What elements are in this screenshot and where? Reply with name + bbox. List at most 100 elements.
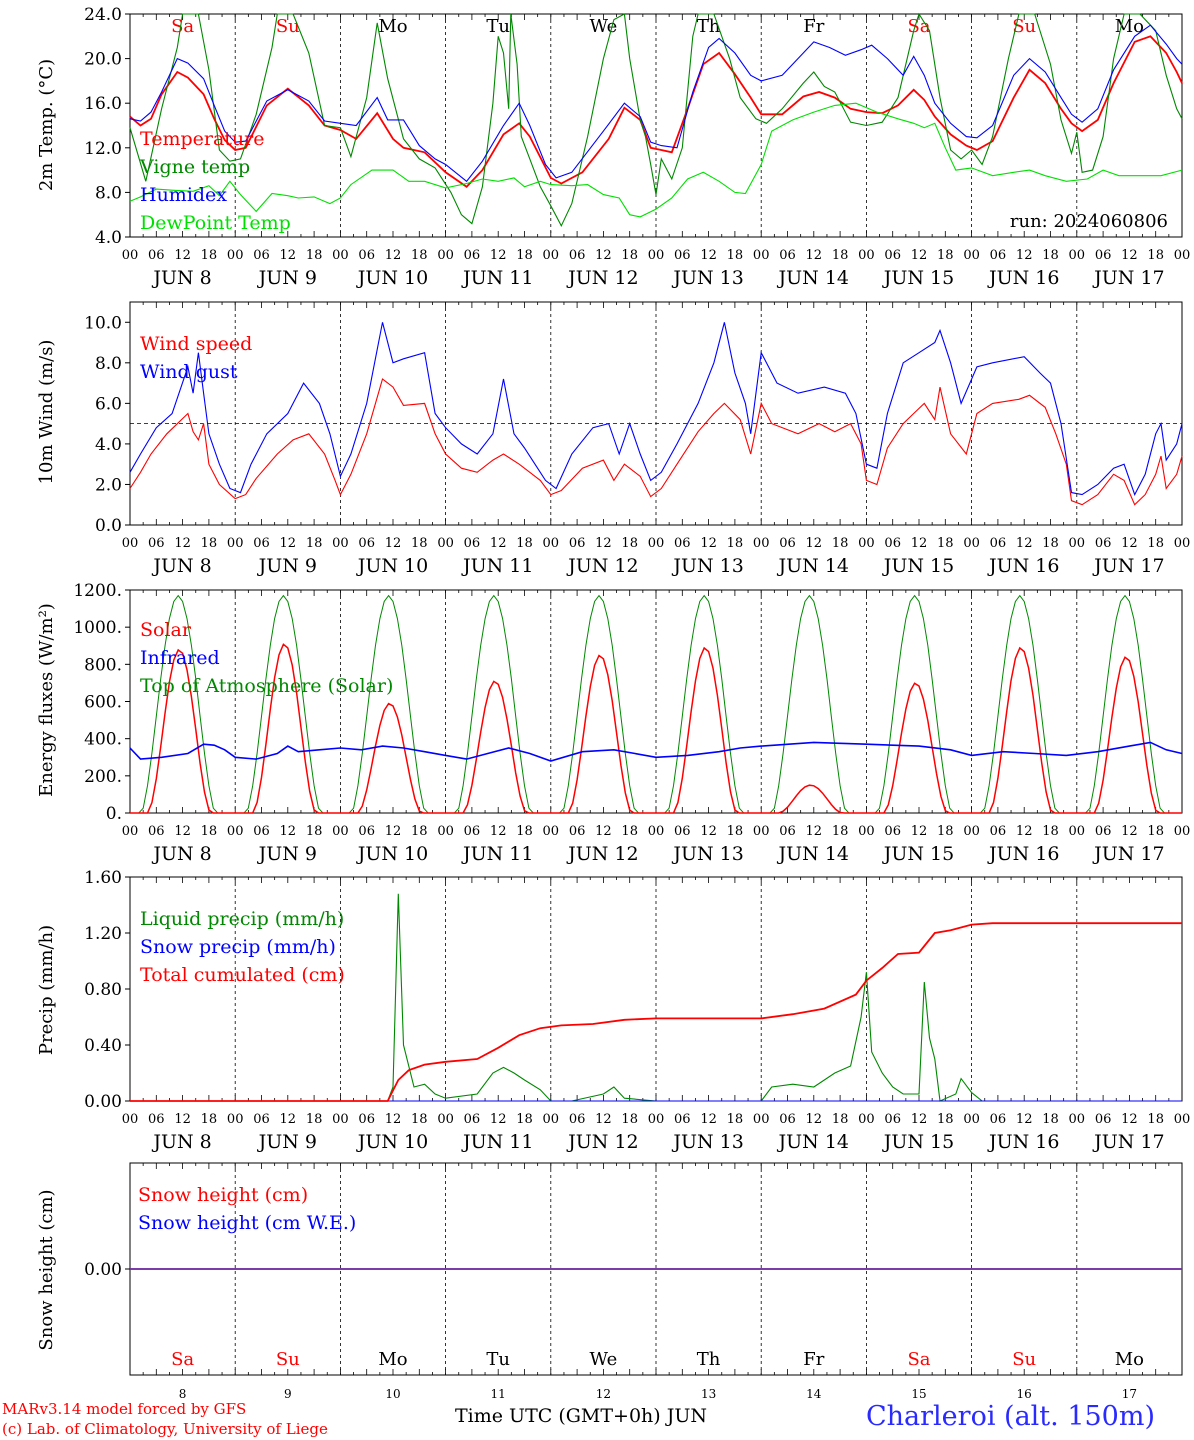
hour-tick-label: 18 [832, 824, 849, 839]
date-label: JUN 16 [987, 1131, 1059, 1153]
hour-tick-label: 00 [332, 536, 349, 551]
date-label: JUN 10 [356, 267, 428, 289]
hour-tick-label: 00 [1174, 1112, 1191, 1127]
hour-tick-label: 00 [648, 824, 665, 839]
y-tick-label: 4.0 [95, 435, 122, 455]
panel-3: 0. 200. 400. 600. 800. 1000. 1200. Energy fluxe… [36, 581, 1190, 865]
date-label: JUN 13 [671, 555, 743, 577]
day-number-label: 15 [911, 1387, 926, 1400]
credit-line-1: MARv3.14 model forced by GFS [2, 1400, 247, 1418]
hour-tick-label: 12 [385, 824, 402, 839]
series-line-infrared [129, 741, 1183, 762]
panel-5: 0.00 Snow height (cm) Snow height (cm) Snow… [36, 1162, 1183, 1400]
hour-tick-label: 18 [1147, 536, 1164, 551]
hour-tick-label: 18 [727, 824, 744, 839]
hour-tick-label: 12 [1016, 536, 1033, 551]
hour-tick-label: 12 [1016, 1112, 1033, 1127]
weekday-label: Su [276, 16, 300, 37]
credit-line-2: (c) Lab. of Climatology, University of L… [2, 1420, 328, 1438]
hour-tick-label: 18 [516, 248, 533, 263]
panel-2: 0.0 2.0 4.0 6.0 8.0 10.0 10m Wind (m/s) 00 06 12 1… [36, 301, 1190, 577]
weekday-label: Th [697, 1349, 721, 1370]
hour-tick-label: 12 [595, 248, 612, 263]
date-label: JUN 12 [566, 555, 638, 577]
hour-tick-label: 12 [700, 824, 717, 839]
hour-tick-label: 00 [437, 248, 454, 263]
legend-entry: Vigne temp [139, 156, 250, 178]
hour-tick-label: 00 [753, 248, 770, 263]
hour-tick-label: 06 [148, 824, 165, 839]
hour-tick-label: 18 [832, 248, 849, 263]
hour-tick-label: 12 [280, 1112, 297, 1127]
weekday-label: We [590, 16, 618, 37]
date-label: JUN 9 [257, 267, 317, 289]
hour-tick-label: 18 [516, 1112, 533, 1127]
day-number-label: 11 [491, 1387, 506, 1400]
weekday-label: Mo [378, 16, 407, 37]
hour-tick-label: 06 [674, 824, 691, 839]
hour-tick-label: 18 [727, 1112, 744, 1127]
date-label: JUN 15 [882, 267, 954, 289]
hour-tick-label: 12 [385, 536, 402, 551]
hour-tick-label: 18 [516, 536, 533, 551]
y-tick-label: 24.0 [84, 5, 122, 25]
hour-tick-label: 00 [858, 824, 875, 839]
hour-tick-label: 12 [1016, 248, 1033, 263]
y-axis-label: Snow height (cm) [36, 1189, 57, 1350]
y-tick-label: 16.0 [84, 94, 122, 114]
hour-tick-label: 18 [201, 1112, 218, 1127]
hour-tick-label: 00 [963, 248, 980, 263]
y-tick-label: 0. [106, 804, 122, 824]
hour-tick-label: 12 [174, 1112, 191, 1127]
hour-tick-label: 12 [174, 824, 191, 839]
y-tick-label: 2.0 [95, 475, 122, 495]
series-line-humidex [129, 24, 1183, 183]
hour-tick-label: 06 [464, 824, 481, 839]
hour-tick-label: 06 [1095, 1112, 1112, 1127]
y-tick-label: 4.0 [95, 228, 122, 248]
y-tick-label: 1200. [73, 581, 122, 601]
hour-tick-label: 06 [253, 1112, 270, 1127]
hour-tick-label: 12 [174, 248, 191, 263]
legend-entry: Wind gust [140, 361, 238, 383]
plot-frame [129, 13, 1183, 238]
hour-tick-label: 06 [990, 824, 1007, 839]
date-label: JUN 8 [151, 1131, 211, 1153]
hour-tick-label: 18 [516, 824, 533, 839]
hour-tick-label: 18 [306, 1112, 323, 1127]
hour-tick-label: 18 [411, 824, 428, 839]
panel-4: 0.00 0.40 0.80 1.20 1.60 Precip (mm/h) 00 06 12 1… [36, 868, 1190, 1153]
date-label: JUN 13 [671, 1131, 743, 1153]
hour-tick-label: 06 [253, 536, 270, 551]
date-label: JUN 16 [987, 843, 1059, 865]
weekday-label: Su [1012, 16, 1036, 37]
weekday-label: Sa [907, 1349, 930, 1370]
weekday-label: Tu [486, 1349, 510, 1370]
hour-tick-label: 00 [543, 248, 560, 263]
date-label: JUN 8 [151, 555, 211, 577]
hour-tick-label: 18 [937, 248, 954, 263]
date-label: JUN 15 [882, 843, 954, 865]
hour-tick-label: 18 [937, 536, 954, 551]
weekday-label: Sa [171, 1349, 194, 1370]
hour-tick-label: 18 [201, 248, 218, 263]
y-tick-label: 12.0 [84, 139, 122, 159]
date-label: JUN 12 [566, 267, 638, 289]
series-line-wind-gust [129, 322, 1183, 496]
hour-tick-label: 00 [858, 536, 875, 551]
series-line-total-cumulated-cm [130, 922, 1182, 1102]
hour-tick-label: 00 [648, 536, 665, 551]
hour-tick-label: 18 [411, 248, 428, 263]
date-label: JUN 16 [987, 267, 1059, 289]
hour-tick-label: 18 [621, 1112, 638, 1127]
hour-tick-label: 00 [753, 536, 770, 551]
hour-tick-label: 18 [1147, 1112, 1164, 1127]
date-label: JUN 17 [1092, 267, 1164, 289]
x-axis-title: Time UTC (GMT+0h) JUN [455, 1405, 707, 1427]
hour-tick-label: 12 [595, 824, 612, 839]
y-tick-label: 0.0 [95, 516, 122, 536]
hour-tick-label: 00 [543, 1112, 560, 1127]
hour-tick-label: 00 [227, 536, 244, 551]
hour-tick-label: 18 [1147, 248, 1164, 263]
date-label: JUN 11 [461, 555, 533, 577]
